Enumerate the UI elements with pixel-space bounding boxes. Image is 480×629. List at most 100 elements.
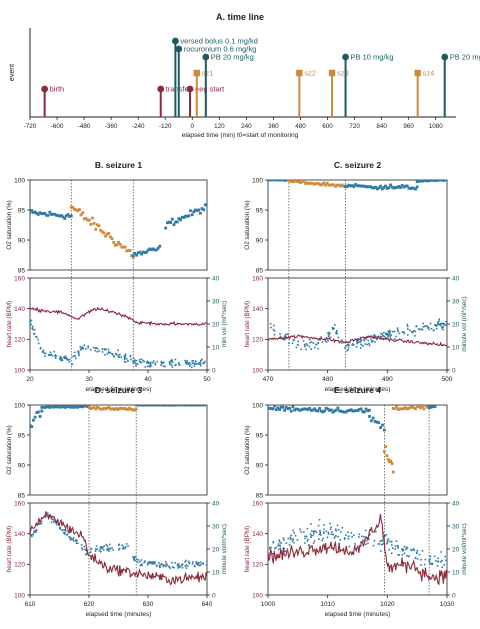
mv-point — [132, 357, 135, 360]
mv-point — [333, 536, 336, 539]
timeline-x-tick-label: 120 — [214, 123, 225, 130]
mv-point — [74, 355, 76, 357]
mv-point — [386, 542, 388, 545]
mv-point — [72, 538, 74, 541]
timeline-chart: A. time line event -720 -600 -480 -360 -240 -12… — [9, 12, 480, 139]
o2-point — [369, 185, 372, 189]
o2-point — [133, 251, 137, 255]
mv-point — [427, 326, 429, 329]
mv-point — [294, 534, 297, 537]
mv-point — [313, 532, 315, 535]
plot-area — [268, 405, 447, 595]
o2-point — [424, 180, 428, 182]
mv-point — [30, 533, 33, 536]
o2-point — [336, 406, 340, 410]
mv-point — [312, 530, 315, 533]
mv-point — [147, 561, 150, 564]
mv-point — [184, 361, 187, 364]
mv-point — [170, 364, 173, 367]
o2-point — [329, 408, 333, 412]
hr-frame — [267, 277, 448, 371]
mv-point — [312, 534, 314, 537]
mv-point — [345, 345, 347, 347]
mv-point — [33, 531, 35, 534]
o2-point — [38, 415, 42, 418]
o2-point — [31, 210, 35, 214]
o2-point — [194, 208, 197, 212]
mv-point — [51, 354, 54, 357]
mv-point — [69, 538, 72, 541]
mv-point — [71, 363, 74, 366]
mv-point — [418, 328, 421, 331]
o2-point — [96, 405, 99, 409]
mv-point — [42, 350, 44, 353]
o2-point — [189, 405, 192, 407]
o2-point — [124, 407, 128, 411]
mv-point — [155, 565, 158, 568]
o2-point — [402, 185, 406, 189]
o2-point — [64, 214, 68, 218]
timeline-x-tick-label: 0 — [191, 123, 195, 130]
o2-frame — [29, 404, 208, 496]
mv-point — [140, 559, 143, 561]
mv-point — [43, 352, 45, 354]
mv-point — [436, 565, 439, 567]
mv-point — [84, 548, 87, 551]
mv-point — [296, 539, 299, 541]
mv-point — [327, 533, 330, 535]
o2-point — [276, 406, 280, 410]
o2-point — [270, 180, 273, 182]
x-tick-label: 490 — [382, 376, 393, 383]
mv-point — [171, 561, 173, 564]
mv-point — [60, 359, 62, 362]
o2-point — [139, 405, 143, 407]
o2-point — [377, 421, 381, 424]
mv-point — [405, 546, 408, 549]
mv-point — [177, 564, 179, 567]
mv-point — [103, 545, 106, 547]
mv-point — [285, 542, 288, 544]
mv-point — [288, 342, 290, 345]
o2-point — [156, 405, 160, 407]
o2-point — [298, 408, 301, 412]
mv-point — [368, 538, 370, 540]
event-marker — [171, 37, 179, 45]
o2-point — [60, 405, 64, 408]
mv-point — [367, 339, 369, 342]
mv-point — [112, 354, 115, 357]
o2-point — [197, 208, 201, 212]
mv-point — [156, 564, 158, 567]
o2-point — [348, 409, 351, 412]
o2-point — [167, 405, 171, 407]
mv-point — [136, 561, 139, 563]
mv-point — [310, 530, 313, 532]
mv-point — [186, 361, 189, 364]
mv-point — [68, 358, 71, 361]
o2-point — [382, 428, 386, 432]
mv-point — [336, 329, 338, 332]
mv-point — [389, 540, 391, 543]
mv-point — [442, 328, 444, 331]
mv-point — [318, 538, 320, 540]
mv-point — [100, 547, 103, 549]
mv-point — [389, 336, 392, 338]
mv-point — [347, 535, 350, 538]
o2-point — [403, 406, 407, 410]
mv-point — [303, 343, 306, 346]
o2-point — [192, 405, 196, 407]
mv-point — [149, 362, 151, 365]
o2-point — [114, 407, 118, 410]
mv-point — [362, 540, 365, 543]
o2-point — [442, 180, 445, 182]
mv-point — [176, 563, 179, 565]
mv-point — [59, 355, 62, 358]
mv-point — [185, 567, 188, 569]
mv-point — [102, 546, 104, 549]
mv-point — [380, 539, 383, 542]
o2-y-tick-label: 90 — [256, 237, 264, 244]
mv-point — [189, 363, 192, 366]
o2-point — [320, 182, 324, 186]
o2-point — [53, 405, 57, 408]
mv-point — [405, 548, 407, 551]
mv-point — [390, 552, 393, 555]
